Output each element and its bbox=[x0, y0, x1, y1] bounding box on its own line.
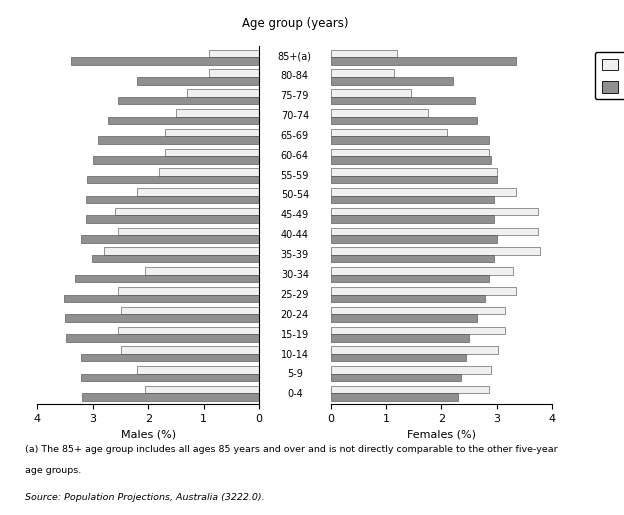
Bar bbox=[331, 129, 447, 136]
Bar bbox=[176, 109, 259, 116]
Bar bbox=[331, 50, 397, 57]
Bar bbox=[118, 327, 259, 334]
Bar bbox=[137, 188, 259, 196]
Bar bbox=[331, 168, 497, 176]
Text: 75-79: 75-79 bbox=[281, 91, 309, 101]
Bar bbox=[64, 295, 259, 302]
Bar bbox=[331, 354, 466, 362]
Bar bbox=[65, 314, 259, 322]
Bar bbox=[331, 314, 477, 322]
Bar bbox=[331, 70, 394, 77]
Bar bbox=[120, 307, 259, 314]
Text: 55-59: 55-59 bbox=[281, 170, 309, 181]
Text: age groups.: age groups. bbox=[25, 466, 81, 475]
Bar bbox=[137, 366, 259, 373]
Bar bbox=[331, 196, 494, 203]
Bar bbox=[118, 228, 259, 235]
Bar bbox=[331, 373, 461, 381]
Legend: 2010, 2050: 2010, 2050 bbox=[595, 52, 624, 99]
Text: 5-9: 5-9 bbox=[287, 369, 303, 380]
Bar bbox=[331, 327, 505, 334]
Bar bbox=[331, 228, 539, 235]
Bar bbox=[331, 346, 498, 354]
Text: 70-74: 70-74 bbox=[281, 111, 309, 121]
Bar bbox=[115, 208, 259, 215]
Text: Age group (years): Age group (years) bbox=[241, 16, 348, 30]
Bar bbox=[93, 156, 259, 164]
Text: 85+(a): 85+(a) bbox=[278, 52, 312, 61]
Text: 45-49: 45-49 bbox=[281, 210, 309, 220]
Bar bbox=[87, 176, 259, 183]
Bar bbox=[118, 97, 259, 105]
Bar bbox=[137, 77, 259, 84]
Bar bbox=[71, 57, 259, 65]
Bar bbox=[145, 267, 259, 274]
Bar bbox=[165, 149, 259, 156]
Text: 40-44: 40-44 bbox=[281, 230, 309, 241]
Text: Source: Population Projections, Australia (3222.0).: Source: Population Projections, Australi… bbox=[25, 493, 265, 502]
Bar bbox=[92, 255, 259, 263]
Bar bbox=[331, 188, 516, 196]
Bar bbox=[331, 208, 539, 215]
Text: 35-39: 35-39 bbox=[281, 250, 309, 260]
X-axis label: Males (%): Males (%) bbox=[120, 430, 176, 440]
Bar bbox=[331, 386, 489, 393]
Bar bbox=[331, 116, 477, 124]
Bar bbox=[165, 129, 259, 136]
Bar bbox=[331, 393, 458, 401]
Bar bbox=[331, 366, 491, 373]
Bar bbox=[331, 274, 489, 282]
Text: 20-24: 20-24 bbox=[281, 310, 309, 320]
Bar bbox=[80, 354, 259, 362]
Bar bbox=[331, 156, 491, 164]
Text: (a) The 85+ age group includes all ages 85 years and over and is not directly co: (a) The 85+ age group includes all ages … bbox=[25, 445, 558, 454]
Bar bbox=[80, 373, 259, 381]
Bar bbox=[109, 116, 259, 124]
Bar bbox=[331, 176, 497, 183]
Bar bbox=[104, 248, 259, 255]
Bar bbox=[66, 334, 259, 341]
Bar bbox=[331, 77, 452, 84]
Bar bbox=[331, 149, 489, 156]
Bar bbox=[86, 215, 259, 223]
Bar bbox=[99, 136, 259, 144]
Text: 65-69: 65-69 bbox=[281, 131, 309, 141]
Text: 80-84: 80-84 bbox=[281, 71, 309, 81]
Bar bbox=[331, 307, 505, 314]
Bar bbox=[187, 89, 259, 97]
Bar bbox=[145, 386, 259, 393]
Bar bbox=[118, 287, 259, 295]
Bar bbox=[209, 50, 259, 57]
Bar bbox=[331, 235, 497, 243]
Text: 0-4: 0-4 bbox=[287, 389, 303, 399]
Bar bbox=[331, 287, 516, 295]
Bar bbox=[331, 136, 489, 144]
Bar bbox=[331, 97, 475, 105]
Bar bbox=[331, 89, 411, 97]
Bar bbox=[331, 295, 485, 302]
Text: 30-34: 30-34 bbox=[281, 270, 309, 280]
Bar bbox=[159, 168, 259, 176]
Text: 10-14: 10-14 bbox=[281, 350, 309, 359]
Bar bbox=[209, 70, 259, 77]
Bar bbox=[75, 274, 259, 282]
Bar bbox=[331, 248, 540, 255]
Bar bbox=[86, 196, 259, 203]
Text: 60-64: 60-64 bbox=[281, 151, 309, 161]
Bar bbox=[331, 109, 427, 116]
Bar bbox=[80, 235, 259, 243]
Bar bbox=[331, 267, 514, 274]
Bar bbox=[331, 215, 494, 223]
Text: 50-54: 50-54 bbox=[281, 191, 309, 200]
Text: 15-19: 15-19 bbox=[281, 330, 309, 340]
Bar bbox=[82, 393, 259, 401]
X-axis label: Females (%): Females (%) bbox=[407, 430, 476, 440]
Bar bbox=[120, 346, 259, 354]
Bar bbox=[331, 334, 469, 341]
Bar bbox=[331, 57, 516, 65]
Text: 25-29: 25-29 bbox=[281, 290, 309, 300]
Bar bbox=[331, 255, 494, 263]
